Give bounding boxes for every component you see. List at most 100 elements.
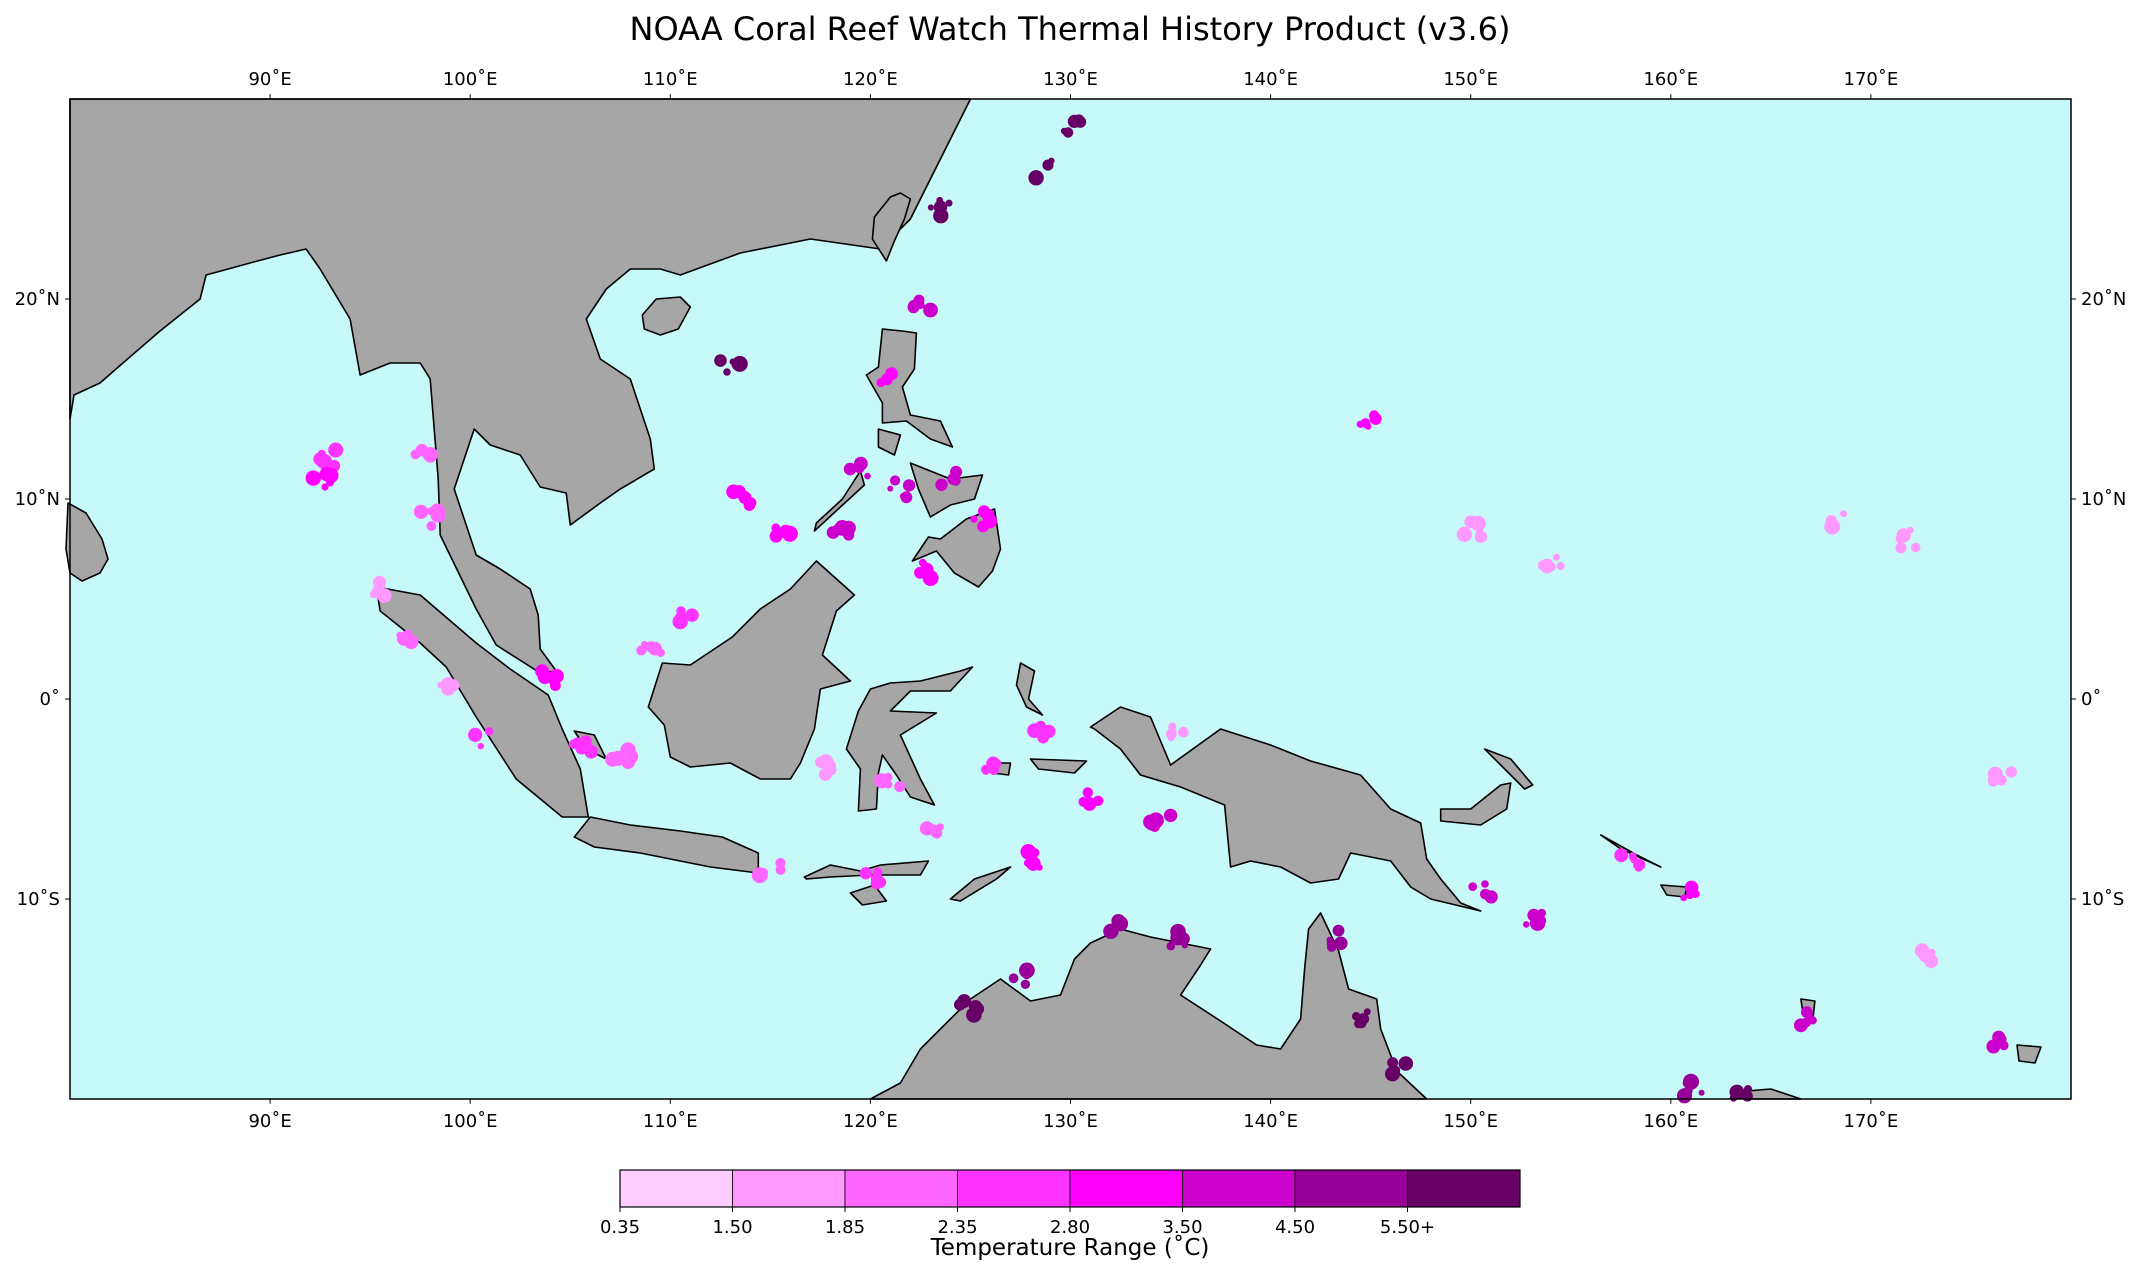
reef-patch (1008, 973, 1019, 984)
reef-patch (781, 525, 798, 542)
reef-patch (1910, 542, 1921, 553)
lon-tick-label: 90˚E (248, 69, 291, 90)
land-australia (869, 912, 1428, 1100)
reef-patch (923, 302, 938, 318)
reef-patch (1042, 732, 1050, 740)
reef-patch (305, 470, 321, 486)
reef-patch (369, 590, 377, 599)
reef-patch (1085, 797, 1095, 807)
reef-patch (1020, 979, 1031, 989)
reef-patch (1093, 795, 1104, 806)
land-solomons-a (1600, 834, 1662, 868)
axis-tick-labels: 90˚E 90˚E 100˚E 100˚E 110˚E 110˚E 120˚E 120˚E 13… (15, 69, 2127, 1132)
reef-patch (1537, 560, 1549, 571)
colorbar-tick-label: 0.35 (600, 1217, 640, 1238)
reef-patch (945, 199, 953, 207)
reef-patch (876, 378, 886, 388)
land-sri-lanka (65, 502, 109, 582)
land-java (573, 816, 760, 874)
reef-patch (326, 478, 335, 487)
reef-patch (1112, 915, 1129, 932)
reef-patch (729, 358, 736, 365)
lat-tick-label: 0˚ (2081, 689, 2101, 710)
lat-tick-label: 10˚N (2081, 489, 2126, 510)
reef-patch (1073, 114, 1085, 126)
reef-patch (1062, 127, 1074, 138)
land-fiji (2016, 1044, 2042, 1064)
reef-patch (656, 648, 665, 657)
reef-patch (2005, 766, 2017, 778)
reef-patch (584, 744, 599, 759)
reef-patch (400, 633, 411, 645)
lat-tick-label: 0˚ (40, 689, 60, 710)
reef-patch (771, 523, 781, 533)
reef-patch (426, 521, 437, 531)
reef-patch (317, 449, 326, 459)
reef-patch (1020, 844, 1037, 860)
land-mainland-asia (69, 98, 972, 674)
reef-patch (879, 777, 886, 784)
reef-patch (1332, 924, 1345, 937)
reef-patch (376, 588, 392, 603)
lat-tick-label: 20˚N (15, 289, 60, 310)
reef-patch (1738, 1089, 1748, 1099)
reef-patch (1614, 848, 1629, 863)
lat-tick-label: 10˚N (15, 489, 60, 510)
reef-patch (1468, 882, 1478, 891)
reef-patch (1032, 174, 1040, 182)
reef-patch (902, 479, 916, 492)
reef-patch (887, 485, 894, 492)
reef-patch (1987, 774, 2000, 787)
reef-patch (854, 456, 868, 471)
land-taiwan (871, 192, 912, 262)
reef-patch (484, 727, 494, 736)
colorbar-label: Temperature Range (˚C) (930, 1235, 1210, 1261)
reef-patch (970, 515, 978, 523)
reef-patch (1825, 515, 1837, 527)
reef-patch (1729, 1094, 1738, 1102)
colorbar-tick-label: 2.35 (937, 1217, 977, 1238)
reef-patch (758, 867, 768, 878)
reef-patch (883, 772, 893, 782)
reef-patch (933, 200, 948, 214)
reef-patch (1537, 908, 1546, 918)
reef-patch (772, 530, 780, 539)
reef-patch (723, 368, 731, 376)
reef-patch (1999, 1040, 2009, 1051)
reef-patch (685, 608, 699, 622)
lon-tick-label: 110˚E (643, 69, 698, 90)
reef-patch (1918, 947, 1934, 963)
land-mindoro (877, 428, 902, 456)
reef-patch (870, 872, 883, 885)
lon-tick-label: 130˚E (1043, 69, 1098, 90)
lon-tick-label: 120˚E (843, 1111, 898, 1132)
reef-patch (894, 781, 906, 793)
colorbar-tick-label: 4.50 (1275, 1217, 1315, 1238)
colorbar-swatch (1069, 1169, 1183, 1208)
reef-patch (469, 731, 479, 741)
reef-patch (1048, 157, 1055, 164)
reef-patch (441, 676, 455, 691)
reef-patch (1535, 915, 1547, 927)
colorbar-tick-label: 1.85 (825, 1217, 865, 1238)
land-seram (1029, 758, 1088, 774)
reef-patch (430, 506, 447, 523)
reef-patch (1840, 510, 1847, 518)
lon-tick-label: 150˚E (1443, 1111, 1498, 1132)
reef-patch (620, 742, 636, 758)
reef-patch (579, 735, 592, 748)
reef-patch (1357, 1013, 1370, 1025)
reef-patch (738, 491, 752, 504)
reef-patch (982, 767, 990, 775)
reef-patch (1163, 808, 1178, 823)
land-new-ireland (1483, 748, 1534, 790)
reef-patch (410, 449, 421, 460)
lon-tick-label: 140˚E (1243, 1111, 1298, 1132)
land-sumatra (375, 586, 590, 818)
reef-patch (843, 462, 857, 476)
reef-patch (1356, 420, 1365, 428)
colorbar-swatch (1294, 1169, 1408, 1208)
reef-patch (645, 641, 657, 653)
reef-patch (1398, 1056, 1414, 1071)
